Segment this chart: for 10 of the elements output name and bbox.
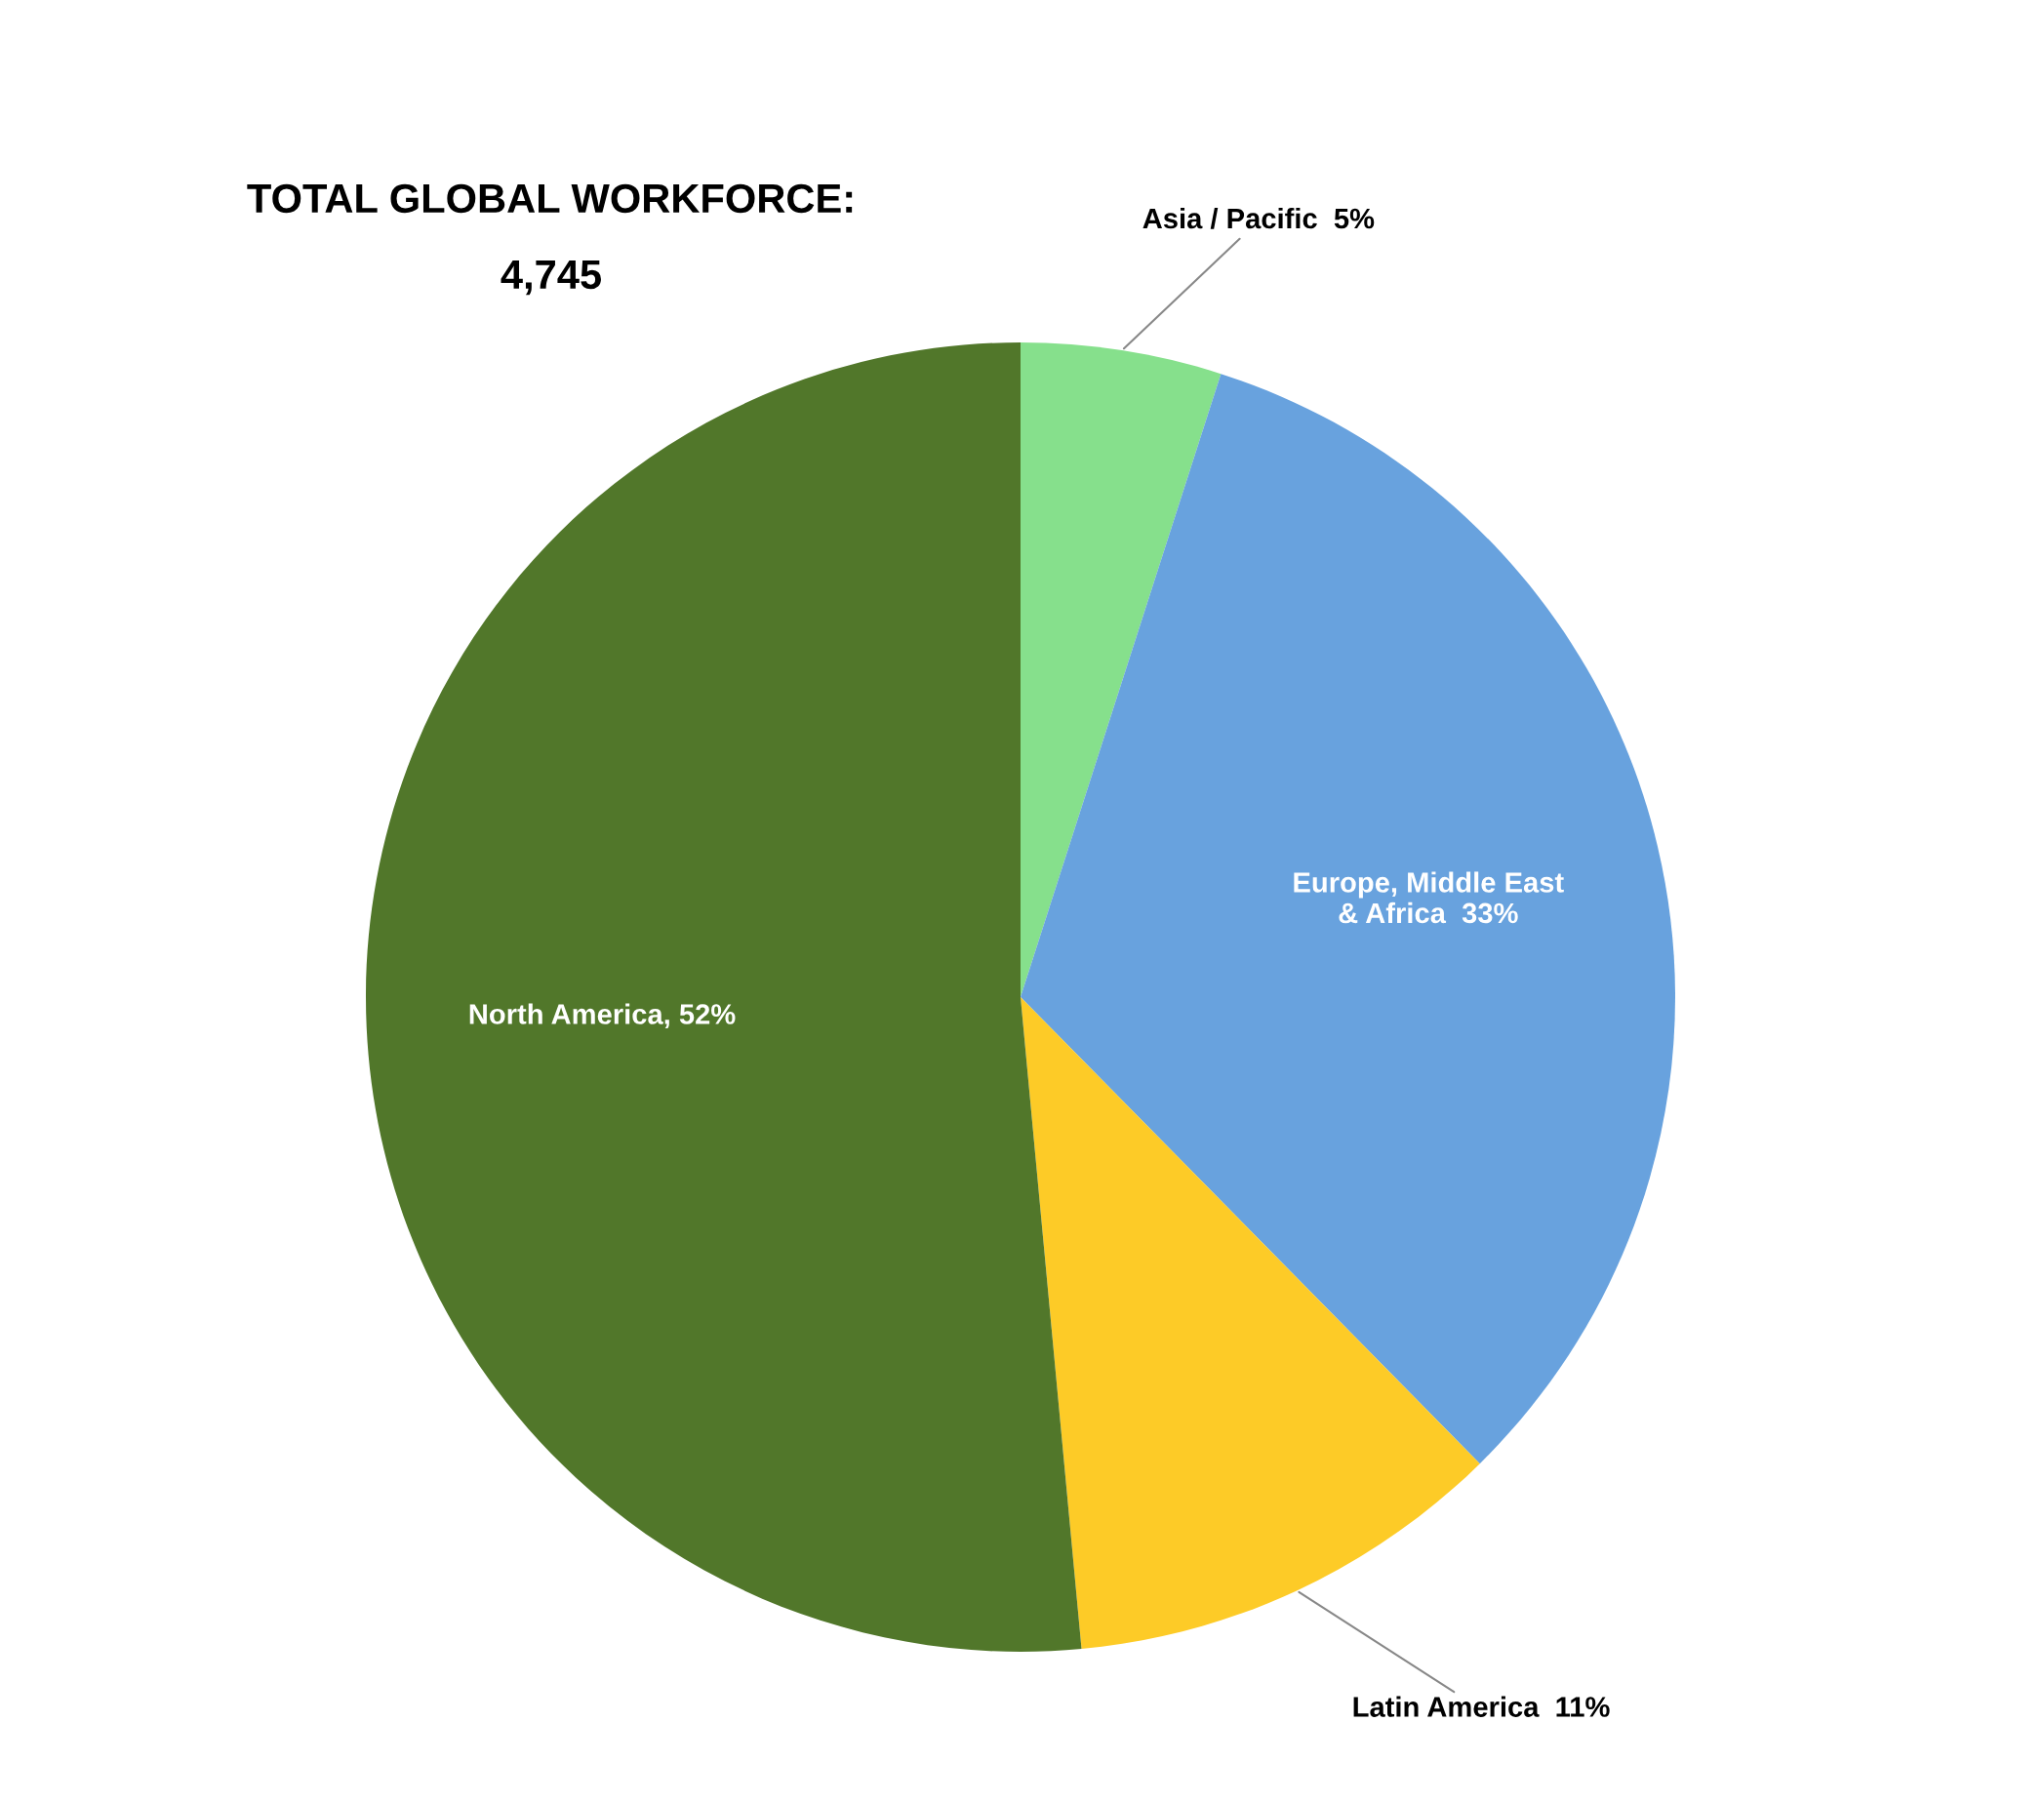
slice-label: Asia / Pacific 5% [1142, 207, 1375, 229]
slice-label: North America, 52% [469, 1003, 736, 1029]
pie-slice [366, 342, 1082, 1652]
pie-slice [1021, 997, 1480, 1650]
text: 4,745 [501, 260, 601, 296]
slice-label: Latin America 11% [1353, 1696, 1610, 1717]
chart-title: TOTAL GLOBAL WORKFORCE: [247, 183, 853, 214]
pie-slice [1021, 374, 1675, 1464]
slice-label: Europe, Middle East & Africa 33% [1294, 871, 1564, 924]
pie-slice [1021, 342, 1222, 997]
